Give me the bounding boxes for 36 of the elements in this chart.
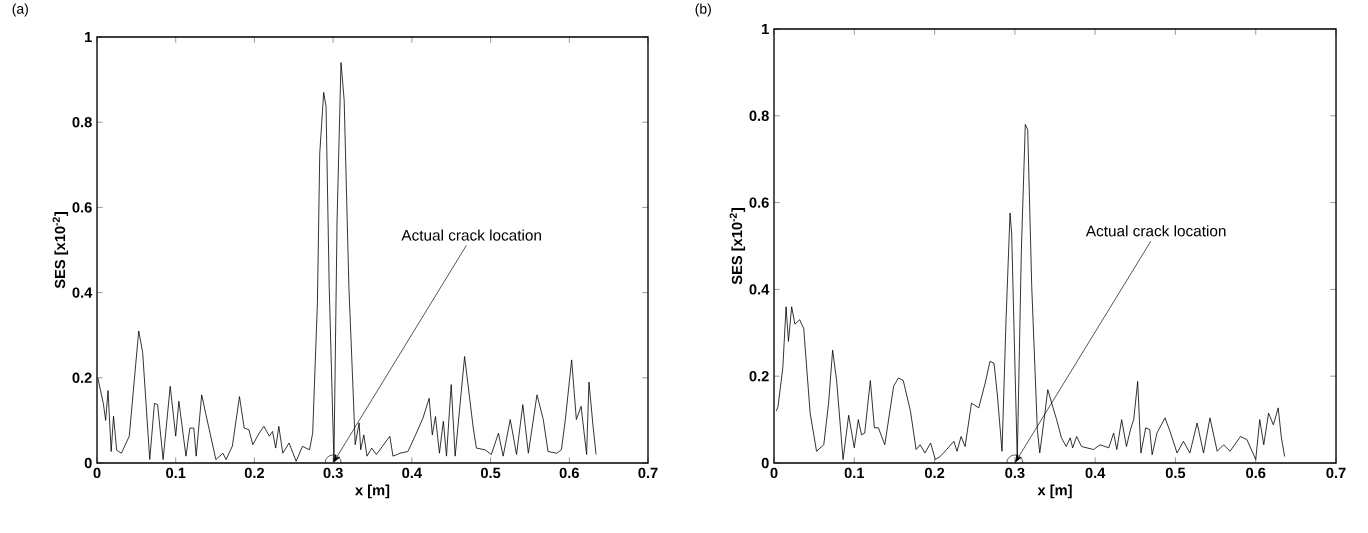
y-tick-label: 0.2: [72, 372, 92, 383]
y-tick-label: 0.8: [72, 117, 92, 128]
x-tick-label: 0.3: [1005, 467, 1025, 479]
x-tick-label: 0.7: [638, 467, 658, 479]
x-tick-label: 0.6: [1246, 467, 1266, 479]
x-tick-label: 0.1: [844, 467, 865, 479]
x-tick-label: 0.5: [1165, 467, 1186, 479]
x-tick-label: 0: [770, 467, 778, 479]
annotation: Actual crack location: [401, 229, 541, 241]
y-tick-label: 1: [85, 31, 92, 43]
x-tick-label: 0.2: [244, 467, 265, 479]
x-tick-label: 0.3: [323, 467, 343, 479]
x-tick-label: 0.2: [924, 467, 945, 479]
y-tick-label: 1: [762, 23, 769, 35]
y-tick-label: 0.4: [72, 287, 93, 298]
y-tick-label: 0.8: [749, 110, 769, 121]
x-tick-label: 0.6: [559, 467, 579, 479]
y-axis-title: SES [x10$^{-2}$]: [729, 208, 746, 285]
x-tick-label: 0.5: [480, 467, 501, 479]
x-tick-label: 0.4: [402, 467, 422, 479]
x-tick-label: 0.4: [1085, 467, 1106, 479]
x-axis-title: x [m]: [1037, 484, 1072, 499]
x-tick-label: 0: [93, 467, 101, 479]
y-axis-title: SES [x10$^{-2}$]: [52, 212, 69, 289]
y-tick-label: 0.2: [749, 371, 769, 382]
y-tick-label: 0: [84, 457, 92, 469]
y-tick-label: 0.6: [72, 202, 92, 213]
y-tick-label: 0: [761, 457, 769, 469]
x-axis-title: x [m]: [355, 484, 390, 499]
x-tick-label: 0.7: [1326, 467, 1346, 479]
chart-title: (b): [695, 3, 711, 17]
annotation: Actual crack location: [1085, 225, 1226, 237]
x-tick-label: 0.1: [166, 467, 186, 479]
y-tick-label: 0.4: [749, 284, 770, 295]
chart-title: (a): [12, 3, 28, 17]
y-tick-label: 0.6: [749, 197, 769, 208]
